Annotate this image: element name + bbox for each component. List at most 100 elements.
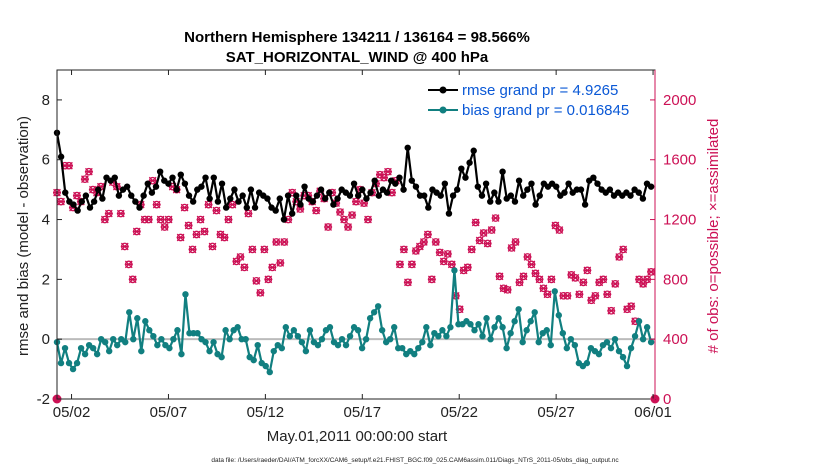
rmse-point xyxy=(396,174,403,181)
bias-point xyxy=(647,338,655,346)
y2-tick-label: 1600 xyxy=(663,152,696,169)
y-tick-label: 0 xyxy=(42,331,50,348)
obs-assimilated-marker xyxy=(619,245,628,254)
obs-assimilated-marker xyxy=(364,215,373,224)
bias-point xyxy=(154,341,161,349)
bias-point xyxy=(362,335,370,343)
rmse-series xyxy=(53,129,655,223)
rmse-point xyxy=(478,192,486,199)
rmse-point xyxy=(404,144,411,151)
obs-assimilated-marker xyxy=(272,238,281,246)
rmse-point xyxy=(561,189,568,196)
obs-assimilated-marker xyxy=(423,230,432,239)
obs-assimilated-marker xyxy=(643,275,652,284)
bias-point xyxy=(354,327,362,334)
rmse-point xyxy=(371,177,378,184)
obs-assimilated-marker xyxy=(276,259,285,267)
legend-rmse-label: rmse grand pr = 4.9265 xyxy=(462,82,618,99)
rmse-point xyxy=(206,195,213,202)
obs-assimilated-marker xyxy=(395,260,404,269)
rmse-point xyxy=(321,195,329,202)
obs-assimilated-marker xyxy=(212,206,221,215)
y-tick-label: 2 xyxy=(42,271,50,288)
rmse-point xyxy=(581,201,589,208)
rmse-point xyxy=(309,198,317,205)
rmse-point xyxy=(606,186,614,193)
chart-subtitle: SAT_HORIZONTAL_WIND @ 400 hPa xyxy=(226,49,489,66)
obs-assimilated-marker xyxy=(188,245,197,254)
rmse-point xyxy=(511,198,519,205)
rmse-point xyxy=(86,204,94,211)
bias-point xyxy=(435,332,442,340)
rmse-point xyxy=(565,180,572,187)
obs-assimilated-marker xyxy=(80,175,89,184)
rmse-point xyxy=(359,186,366,193)
obs-assimilated-marker xyxy=(264,275,273,284)
y2-tick-label: 0 xyxy=(663,391,671,408)
rmse-point xyxy=(78,198,85,205)
bias-point xyxy=(447,324,454,331)
obs-assimilated-marker xyxy=(164,215,173,224)
bias-point xyxy=(314,341,322,349)
y2-tick-label: 400 xyxy=(663,331,688,348)
bias-point xyxy=(374,303,382,310)
obs-assimilated-marker xyxy=(611,279,620,288)
bias-point xyxy=(262,362,269,370)
bias-point xyxy=(270,347,277,355)
rmse-point xyxy=(293,192,300,199)
bias-point xyxy=(318,335,326,343)
bias-point xyxy=(415,344,422,352)
bias-point xyxy=(623,362,631,370)
obs-assimilated-marker xyxy=(124,260,133,269)
obs-assimilated-marker xyxy=(184,221,193,230)
y-axis-ticks: -2 0 2 4 6 8 xyxy=(37,92,62,408)
bias-point xyxy=(519,338,526,346)
obs-assimilated-marker xyxy=(511,238,520,246)
rmse-point xyxy=(462,174,469,181)
bias-point xyxy=(627,344,635,352)
obs-assimilated-marker xyxy=(256,288,265,297)
obs-assimilated-marker xyxy=(379,173,388,182)
rmse-point xyxy=(132,198,139,205)
rmse-point xyxy=(346,192,354,199)
bias-point xyxy=(206,347,213,355)
rmse-point xyxy=(243,204,250,211)
rmse-point xyxy=(363,195,370,202)
rmse-point xyxy=(507,192,515,199)
rmse-point xyxy=(499,168,506,175)
bias-point xyxy=(491,324,498,331)
rmse-point xyxy=(62,189,69,196)
obs-assimilated-marker xyxy=(196,215,205,224)
rmse-point xyxy=(326,189,333,196)
y2-tick-label: 1200 xyxy=(663,212,696,229)
rmse-point xyxy=(185,192,193,199)
bias-point xyxy=(443,332,450,340)
rmse-point xyxy=(330,201,337,208)
obs-assimilated-marker xyxy=(463,263,472,272)
y2-axis-label: # of obs: o=possible; ×=assimilated xyxy=(705,119,722,354)
obs-assimilated-marker xyxy=(180,203,189,212)
obs-assimilated-marker xyxy=(100,215,109,224)
rmse-point xyxy=(524,186,531,193)
obs-assimilated-marker xyxy=(439,257,448,266)
rmse-point xyxy=(441,180,449,187)
obs-assimilated-marker xyxy=(591,291,600,300)
bias-point xyxy=(563,344,571,352)
bias-point xyxy=(378,327,386,334)
bias-point xyxy=(210,338,217,346)
bias-point xyxy=(302,347,310,355)
rmse-point xyxy=(383,189,391,196)
bias-point xyxy=(531,309,538,316)
bias-point xyxy=(366,315,374,322)
bias-point xyxy=(306,327,314,334)
bias-point xyxy=(122,338,129,346)
obs-assimilated-marker xyxy=(579,278,588,287)
rmse-point xyxy=(495,198,502,205)
rmse-point xyxy=(635,189,642,196)
rmse-point xyxy=(284,192,292,199)
bias-point xyxy=(342,341,350,349)
rmse-point xyxy=(74,207,81,214)
x-tick-label: 06/01 xyxy=(634,404,672,421)
rmse-point xyxy=(140,192,147,199)
obs-assimilated-marker xyxy=(531,269,540,278)
